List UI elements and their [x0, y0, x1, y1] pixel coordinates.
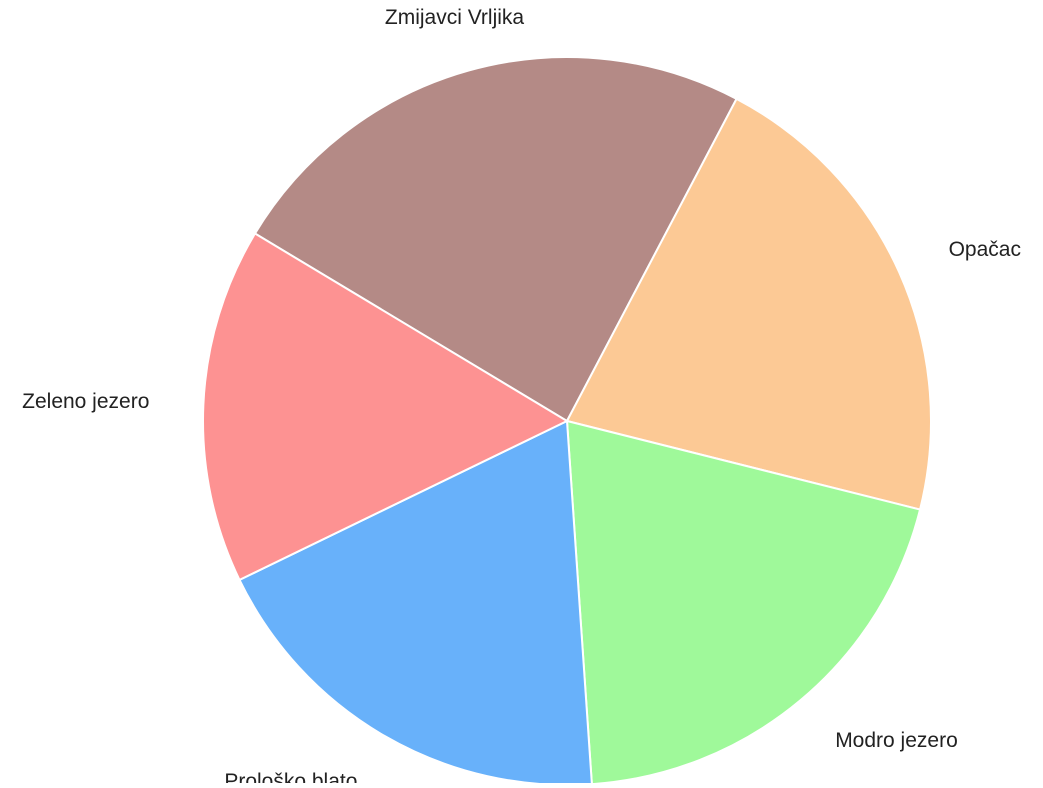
pie-slice — [202, 232, 570, 582]
slice-label: Opačac — [949, 238, 1021, 261]
pie-slice — [565, 97, 932, 511]
slice-label: Zeleno jezero — [22, 390, 149, 413]
pie-slice — [253, 56, 738, 423]
slice-label: Zmijavci Vrljika — [385, 6, 525, 29]
slice-label: Prološko blato — [224, 770, 357, 783]
slices-layer — [202, 56, 932, 786]
slice-label: Modro jezero — [835, 729, 958, 752]
pie-slice — [565, 419, 922, 786]
